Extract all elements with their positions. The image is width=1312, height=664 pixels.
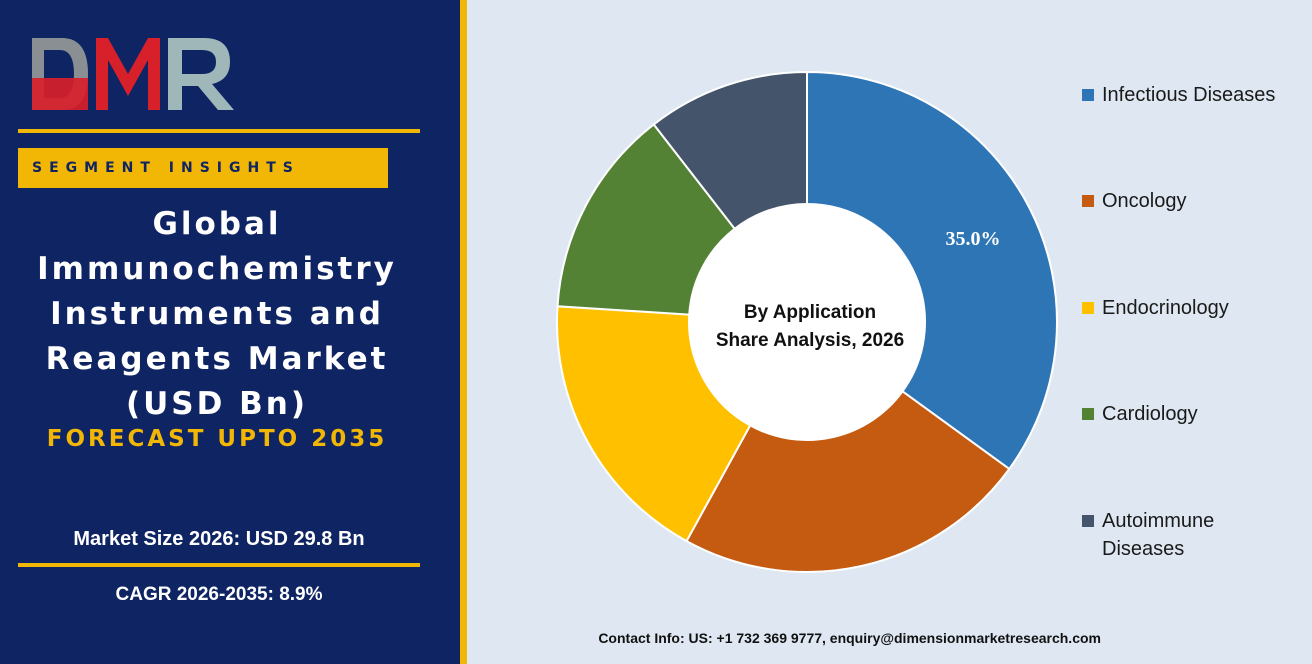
center-label-line-2: Share Analysis, 2026 [716, 330, 904, 351]
legend-swatch [1082, 89, 1094, 101]
report-title: Global Immunochemistry Instruments and R… [18, 202, 416, 427]
market-size-stat: Market Size 2026: USD 29.8 Bn [73, 528, 365, 550]
forecast-label: FORECAST UPTO 2035 [46, 426, 388, 452]
legend-label: Oncology [1102, 190, 1187, 212]
title-line: Immunochemistry [37, 251, 397, 287]
logo-letter-m [96, 38, 160, 110]
legend-label: Infectious Diseases [1102, 84, 1276, 106]
title-line: (USD Bn) [125, 386, 309, 422]
title-line: Reagents Market [45, 341, 389, 377]
top-rule [18, 129, 420, 133]
legend-swatch [1082, 302, 1094, 314]
contact-info: Contact Info: US: +1 732 369 9777, enqui… [598, 630, 1101, 646]
donut-hole [689, 204, 925, 440]
donut-slices [556, 70, 1058, 573]
legend-swatch [1082, 515, 1094, 527]
center-label-line-1: By Application [744, 302, 876, 323]
legend-swatch [1082, 195, 1094, 207]
info-panel [0, 0, 460, 664]
title-line: Global [152, 206, 282, 242]
segment-insights-tag: SEGMENT INSIGHTS [18, 148, 388, 188]
legend-label: Cardiology [1102, 403, 1198, 425]
legend-label: Autoimmune Diseases [1102, 510, 1215, 560]
legend-label: Endocrinology [1102, 297, 1229, 319]
title-line: Instruments and [50, 296, 384, 332]
slice-value-label: 35.0% [946, 228, 1001, 250]
dmr-logo [32, 38, 234, 110]
stat-rule [18, 563, 420, 567]
logo-letter-r [168, 38, 234, 110]
legend-swatch [1082, 408, 1094, 420]
logo-letter-d [32, 38, 88, 110]
cagr-stat: CAGR 2026-2035: 8.9% [115, 584, 323, 605]
panel-divider [460, 0, 467, 664]
